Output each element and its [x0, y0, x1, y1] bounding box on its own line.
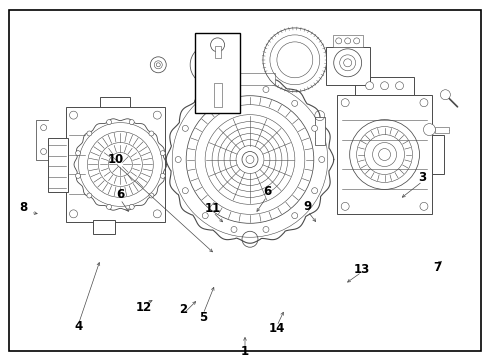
Bar [225, 73, 275, 85]
Circle shape [312, 125, 318, 131]
Circle shape [420, 99, 428, 107]
Bar [337, 95, 432, 214]
Bar [94, 220, 116, 234]
Circle shape [182, 188, 188, 194]
Circle shape [202, 100, 208, 106]
Circle shape [41, 149, 47, 154]
Circle shape [366, 82, 373, 90]
Circle shape [198, 58, 203, 63]
Circle shape [231, 226, 237, 233]
Circle shape [75, 150, 80, 156]
Text: 12: 12 [136, 301, 152, 314]
Circle shape [292, 213, 298, 219]
Circle shape [381, 82, 389, 90]
Circle shape [175, 157, 181, 162]
Text: 3: 3 [418, 171, 426, 184]
Circle shape [205, 51, 210, 57]
Circle shape [354, 38, 360, 44]
Circle shape [344, 38, 351, 44]
Bar [215, 46, 220, 58]
Circle shape [70, 111, 77, 119]
Circle shape [231, 86, 237, 93]
Bar [214, 83, 221, 107]
Bar [100, 97, 130, 107]
Bar [432, 135, 444, 175]
Circle shape [160, 174, 165, 178]
Circle shape [153, 111, 161, 119]
Circle shape [129, 120, 134, 125]
Circle shape [420, 202, 428, 210]
Bar [48, 138, 68, 192]
Circle shape [341, 99, 349, 107]
Circle shape [395, 82, 403, 90]
Circle shape [156, 63, 160, 67]
Text: 13: 13 [353, 263, 370, 276]
Circle shape [319, 157, 325, 162]
Circle shape [202, 213, 208, 219]
Text: 7: 7 [433, 261, 441, 274]
Circle shape [336, 38, 342, 44]
Text: 4: 4 [74, 320, 83, 333]
Circle shape [149, 131, 154, 136]
Circle shape [41, 125, 47, 131]
Text: 2: 2 [179, 302, 187, 316]
Bar [66, 107, 165, 222]
Circle shape [219, 62, 223, 67]
Bar [326, 47, 369, 85]
Circle shape [263, 86, 269, 93]
Bar [195, 33, 240, 113]
Text: 6: 6 [263, 185, 271, 198]
Circle shape [341, 202, 349, 210]
Circle shape [198, 67, 203, 72]
Circle shape [87, 193, 92, 198]
Circle shape [160, 150, 165, 156]
Circle shape [149, 193, 154, 198]
Circle shape [153, 210, 161, 218]
Circle shape [182, 125, 188, 131]
Bar [355, 77, 415, 95]
Circle shape [106, 120, 112, 125]
Text: 11: 11 [205, 202, 221, 215]
Text: 14: 14 [269, 323, 285, 336]
Text: 8: 8 [20, 201, 28, 214]
Text: 5: 5 [199, 311, 207, 324]
Circle shape [70, 210, 77, 218]
Circle shape [205, 73, 210, 78]
Text: 1: 1 [241, 345, 249, 359]
Bar [436, 127, 449, 132]
Circle shape [75, 174, 80, 178]
Text: 9: 9 [304, 200, 312, 213]
Text: 10: 10 [107, 153, 123, 166]
Circle shape [423, 123, 436, 136]
Bar [315, 117, 325, 145]
Circle shape [106, 204, 112, 210]
Circle shape [215, 71, 220, 76]
Circle shape [129, 204, 134, 210]
Circle shape [87, 131, 92, 136]
Circle shape [441, 90, 450, 100]
Bar [333, 35, 363, 47]
Circle shape [215, 54, 220, 59]
Circle shape [312, 188, 318, 194]
Circle shape [292, 100, 298, 106]
Text: 6: 6 [116, 188, 124, 201]
Circle shape [263, 226, 269, 233]
